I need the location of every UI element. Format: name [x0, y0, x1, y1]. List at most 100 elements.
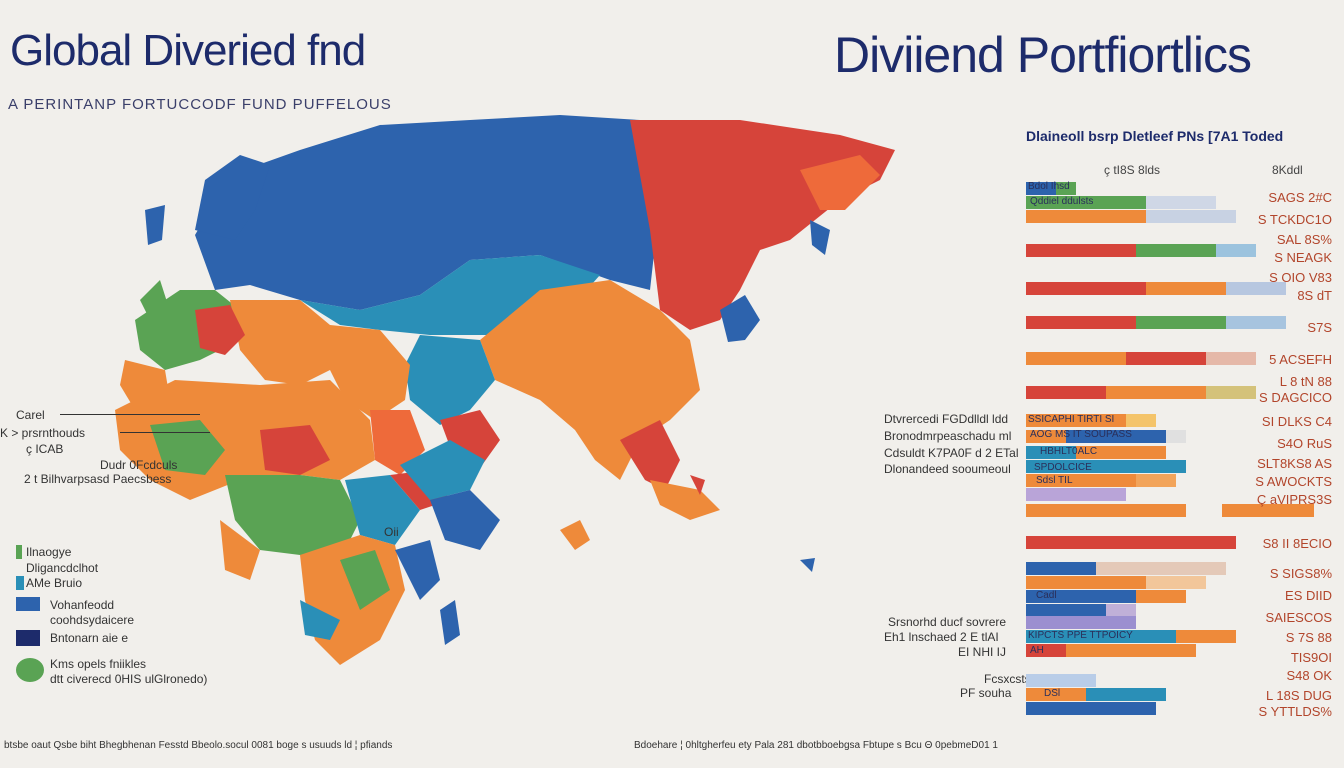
page-title: Global Diveried fnd: [10, 26, 366, 75]
value-label: SLT8KS8 AS: [1257, 456, 1332, 471]
region-europe-east: [230, 300, 330, 385]
bar-segment: [1106, 604, 1136, 617]
bar-segment: [1026, 210, 1146, 223]
region-indonesia-2: [690, 475, 705, 495]
mid-note-1: Dtvrercedi FGDdlldl ldd: [884, 412, 1009, 426]
region-africa-east: [345, 475, 420, 545]
value-label: TIS9OI: [1290, 650, 1332, 665]
bar-segment: [1026, 282, 1146, 295]
region-africa-central: [225, 475, 360, 555]
legend-swatch-0: [16, 545, 22, 559]
region-madagascar: [440, 600, 460, 645]
value-label: S TCKDC1O: [1257, 212, 1332, 227]
bar-segment: [1056, 182, 1076, 195]
mid-note-6: Eh1 lnschaed 2 E tlAI: [884, 630, 999, 644]
value-label: SAIESCOS: [1265, 610, 1332, 625]
left-note-4: 2 t Bilhvarpsasd Paecsbess: [24, 472, 172, 486]
bar-segment: [1026, 504, 1186, 517]
bar-segment: [1066, 430, 1166, 443]
value-label: SAGS 2#C: [1268, 190, 1332, 205]
bar-segment: [1226, 316, 1286, 329]
value-label: S8 II 8ECIO: [1262, 536, 1332, 551]
bar-segment: [1166, 430, 1186, 443]
legend-swatch-5: [16, 630, 40, 646]
leader-line-1: [60, 414, 200, 415]
leader-line-2: [120, 432, 210, 433]
region-japan: [720, 295, 760, 342]
value-label: SI DLKS C4: [1261, 414, 1332, 429]
bar-segment: [1216, 244, 1256, 257]
footer-right: Bdoehare ¦ 0hltgherfeu ety Pala 281 dbot…: [634, 740, 998, 751]
bar-segment: [1096, 562, 1226, 575]
region-africa-south: [300, 535, 405, 665]
value-label: S48 OK: [1286, 668, 1332, 683]
bar-segment: [1026, 644, 1066, 657]
bar-segment: [1126, 352, 1206, 365]
panel-col-header-1: ç tI8S 8lds: [1104, 163, 1161, 177]
region-kamchatka: [810, 220, 830, 255]
region-africa-west: [150, 420, 225, 475]
bar-segment: [1136, 474, 1176, 487]
legend-item-6: Kms opels fniikles: [50, 657, 147, 671]
bar-segment: [1026, 244, 1136, 257]
bar-segment: [1226, 282, 1286, 295]
value-label: S 7S 88: [1285, 630, 1332, 645]
footer-left: btsbe oaut Qsbe biht Bhegbhenan Fesstd B…: [4, 740, 393, 751]
bar-segment: [1026, 688, 1086, 701]
bar-label: AH: [1030, 645, 1044, 656]
region-island-1: [560, 520, 590, 550]
value-label: S YTTLDS%: [1258, 704, 1332, 719]
legend-item-7: dtt civerecd 0HIS ulGlronedo): [50, 672, 208, 686]
bar-label: Cadl: [1036, 590, 1057, 601]
value-label: 5 ACSEFH: [1269, 352, 1332, 367]
value-label: S OIO V83: [1269, 270, 1332, 285]
legend-item-0: Ilnaogye: [26, 545, 72, 559]
region-africa-central2: [260, 425, 330, 475]
mid-note-8: Fcsxcsts: [984, 672, 1031, 686]
bar-segment: [1206, 352, 1256, 365]
region-middle-east: [330, 325, 410, 420]
bar-segment: [1146, 196, 1216, 209]
value-label: L 8 tN 88: [1279, 374, 1332, 389]
bar-segment: [1146, 576, 1206, 589]
legend-swatch-3: [16, 597, 40, 611]
region-uk: [140, 280, 168, 320]
region-east-asia: [630, 120, 895, 330]
bar-segment: [1026, 182, 1056, 195]
bar-segment: [1136, 590, 1186, 603]
panel-col-header-2: 8Kddl: [1272, 163, 1303, 177]
mid-note-2: Bronodmrpeaschadu ml: [884, 429, 1012, 443]
region-arabia: [370, 410, 425, 475]
bar-label: SPDOLCICE: [1034, 462, 1092, 473]
bar-segment: [1136, 244, 1216, 257]
legend-item-2: AMe Bruio: [26, 576, 83, 590]
region-africa-se: [395, 540, 440, 600]
region-se-asia: [620, 420, 680, 490]
region-europe-center: [195, 305, 245, 355]
bar-segment: [1176, 630, 1236, 643]
value-label: S AWOCKTS: [1255, 474, 1332, 489]
bar-segment: [1026, 674, 1096, 687]
bar-segment: [1086, 688, 1166, 701]
left-note-3: Dudr 0Fcdculs: [100, 458, 178, 472]
bar-label: Qddiel ddulsts: [1030, 196, 1094, 207]
region-north: [195, 115, 660, 310]
bar-segment: [1026, 576, 1146, 589]
mid-note-3: Cdsuldt K7PA0F d 2 ETal: [884, 446, 1019, 460]
legend-item-3: Vohanfeodd: [50, 598, 115, 612]
left-note-caret: Carel: [16, 408, 45, 422]
left-note-2: ç ICAB: [26, 442, 64, 456]
bar-segment: [1076, 446, 1166, 459]
region-island-2: [800, 558, 815, 572]
bar-segment: [1026, 616, 1136, 629]
bar-segment: [1026, 460, 1186, 473]
bar-label: SSICAPHI TIRTI SI: [1028, 414, 1115, 425]
bar-segment: [1222, 504, 1314, 517]
value-label: 8S dT: [1297, 288, 1332, 303]
bar-segment: [1026, 488, 1126, 501]
bar-segment: [1026, 536, 1236, 549]
region-africa-ne: [400, 440, 485, 500]
bar-segment: [1026, 474, 1136, 487]
bar-label: DSl: [1044, 688, 1061, 699]
region-africa-south2: [340, 550, 390, 610]
